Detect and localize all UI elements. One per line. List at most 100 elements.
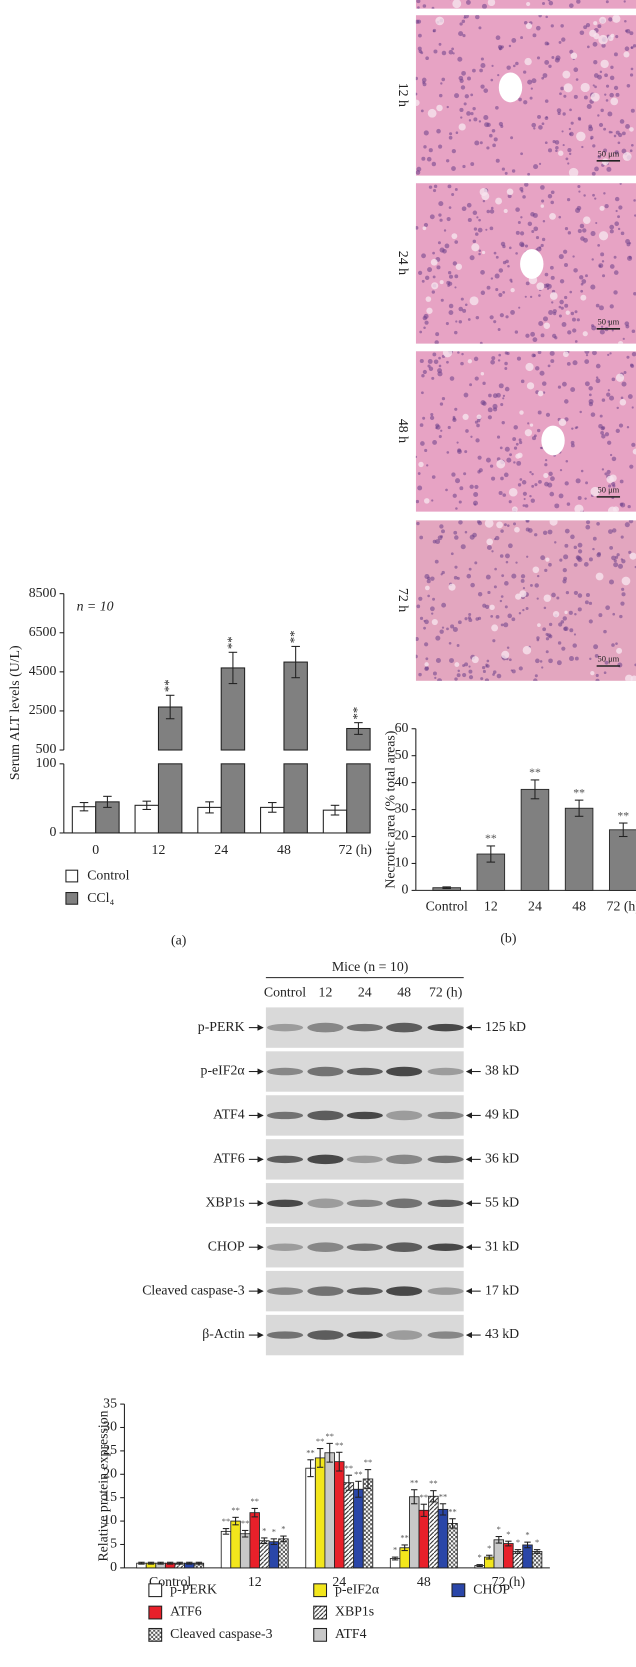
nucleus bbox=[513, 64, 516, 68]
nucleus bbox=[570, 534, 575, 540]
vacuole bbox=[422, 226, 427, 231]
nucleus bbox=[462, 33, 466, 38]
nucleus bbox=[422, 416, 426, 420]
nucleus bbox=[585, 524, 591, 530]
nucleus bbox=[577, 229, 582, 234]
nucleus bbox=[595, 221, 598, 225]
nucleus bbox=[472, 210, 478, 216]
y-axis-label: Necrotic area (% total areas) bbox=[383, 731, 399, 889]
nucleus bbox=[506, 65, 511, 70]
significance: ** bbox=[485, 832, 497, 845]
band bbox=[427, 1243, 464, 1251]
nucleus bbox=[594, 85, 597, 89]
size-label: 49 kD bbox=[485, 1107, 519, 1122]
nucleus bbox=[446, 451, 450, 454]
bar-lower bbox=[346, 763, 371, 834]
vacuole bbox=[598, 231, 609, 241]
nucleus bbox=[570, 440, 575, 445]
nucleus bbox=[502, 290, 506, 294]
bar bbox=[249, 1512, 260, 1569]
vacuole bbox=[562, 351, 569, 358]
nucleus bbox=[430, 412, 434, 417]
nucleus bbox=[419, 616, 424, 620]
error-bar bbox=[157, 1561, 164, 1565]
error-bar bbox=[533, 1549, 541, 1554]
nucleus bbox=[441, 50, 447, 56]
nucleus bbox=[482, 665, 486, 670]
nucleus bbox=[438, 201, 444, 207]
nucleus bbox=[480, 57, 484, 61]
nucleus bbox=[455, 478, 461, 484]
significance: ** bbox=[250, 1496, 259, 1506]
nucleus bbox=[585, 23, 591, 28]
nucleus bbox=[621, 131, 626, 136]
nucleus bbox=[516, 356, 522, 361]
vacuole bbox=[515, 593, 522, 600]
nucleus bbox=[431, 6, 435, 9]
vacuole bbox=[424, 498, 430, 504]
nucleus bbox=[490, 614, 494, 618]
legend-label: Cleaved caspase-3 bbox=[170, 1626, 272, 1641]
nucleus bbox=[446, 627, 449, 631]
nucleus bbox=[515, 207, 520, 212]
nucleus bbox=[484, 678, 490, 681]
nucleus bbox=[557, 385, 562, 389]
nucleus bbox=[628, 550, 632, 555]
nucleus bbox=[529, 470, 532, 474]
nucleus bbox=[454, 93, 460, 99]
nucleus bbox=[623, 0, 626, 3]
nucleus bbox=[425, 275, 430, 280]
nucleus bbox=[451, 47, 454, 51]
nucleus bbox=[474, 140, 480, 146]
y-tick-label: 500 bbox=[36, 741, 57, 756]
nucleus bbox=[584, 351, 590, 355]
tissue bbox=[415, 0, 636, 9]
nucleus bbox=[627, 394, 633, 399]
vacuole bbox=[526, 382, 535, 390]
nucleus bbox=[590, 412, 596, 417]
error-bar bbox=[411, 1489, 418, 1505]
vacuole bbox=[484, 520, 494, 528]
vacuole bbox=[565, 310, 570, 315]
nucleus bbox=[602, 274, 606, 278]
nucleus bbox=[447, 425, 451, 430]
band bbox=[386, 1242, 423, 1253]
nucleus bbox=[477, 520, 483, 526]
nucleus bbox=[424, 642, 429, 647]
nucleus bbox=[529, 295, 533, 299]
error-bar bbox=[354, 722, 363, 735]
nucleus bbox=[630, 67, 634, 71]
nucleus bbox=[498, 268, 504, 273]
nucleus bbox=[508, 658, 512, 662]
nucleus bbox=[522, 587, 526, 590]
band bbox=[307, 1022, 344, 1033]
nucleus bbox=[477, 592, 483, 597]
nucleus bbox=[542, 627, 547, 632]
nucleus bbox=[468, 119, 472, 122]
nucleus bbox=[427, 594, 430, 598]
nucleus bbox=[616, 553, 620, 557]
legend-swatch bbox=[65, 869, 79, 883]
nucleus bbox=[523, 497, 526, 501]
nucleus bbox=[609, 395, 615, 401]
bar bbox=[418, 1509, 430, 1569]
legend-label: ATF6 bbox=[170, 1604, 202, 1619]
y-tick-label: 25 bbox=[103, 1442, 117, 1457]
nucleus bbox=[439, 402, 444, 406]
nucleus bbox=[606, 469, 611, 475]
nucleus bbox=[534, 583, 539, 588]
nucleus bbox=[566, 502, 571, 506]
nucleus bbox=[457, 669, 460, 673]
nucleus bbox=[431, 161, 437, 167]
error-bar bbox=[268, 802, 277, 813]
nucleus bbox=[574, 613, 577, 616]
nucleus bbox=[629, 73, 634, 77]
band bbox=[427, 1331, 464, 1339]
nucleus bbox=[485, 457, 491, 463]
nucleus bbox=[573, 545, 577, 550]
nucleus bbox=[467, 218, 472, 223]
nucleus bbox=[560, 86, 564, 91]
bar-lower bbox=[283, 763, 308, 834]
nucleus bbox=[419, 535, 424, 540]
nucleus bbox=[575, 478, 581, 484]
